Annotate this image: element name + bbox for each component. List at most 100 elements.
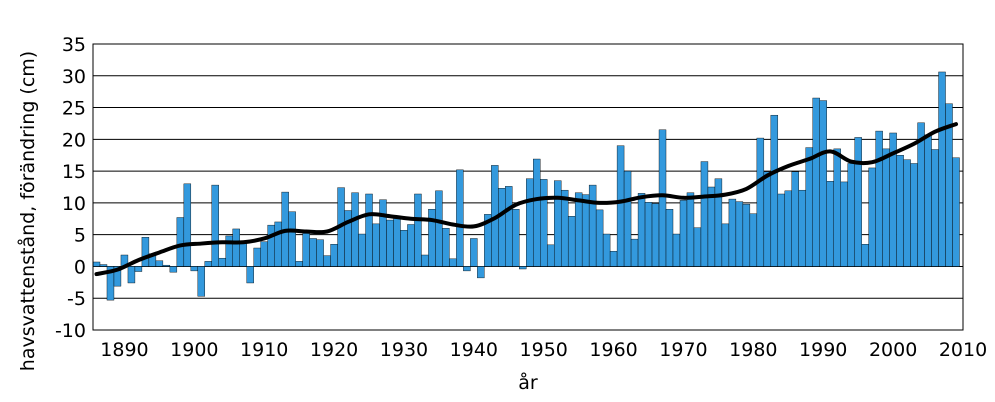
bar (554, 180, 562, 267)
bar (169, 266, 178, 273)
bar (791, 171, 799, 267)
y-tick-label: 20 (62, 129, 86, 151)
bar (833, 148, 841, 267)
bar (246, 266, 254, 284)
bar (407, 224, 415, 267)
bar (847, 163, 855, 267)
bar (274, 221, 282, 267)
bar (686, 192, 695, 267)
bar (435, 190, 443, 267)
bar (777, 193, 786, 267)
bar (463, 266, 471, 272)
bar (630, 238, 639, 267)
bar (826, 181, 834, 267)
x-axis-ticks: 1890 1900 1910 1920 1930 1940 1950 1960 1970 1980… (100, 339, 987, 361)
bar (526, 178, 534, 267)
bar (763, 171, 772, 267)
bar (239, 243, 247, 267)
y-axis-ticks: -10 -5 0 5 10 15 20 25 30 35 (55, 34, 86, 342)
bar (302, 233, 310, 267)
bar (854, 137, 862, 267)
bar (141, 237, 150, 267)
x-tick-label: 1910 (240, 339, 288, 361)
bar (414, 193, 422, 267)
y-tick-label: -10 (55, 320, 86, 342)
bar (449, 258, 457, 267)
x-tick-label: 1950 (520, 339, 568, 361)
bar (868, 167, 876, 267)
bar (386, 219, 394, 267)
bar (840, 181, 848, 267)
bar (938, 71, 946, 267)
bar (770, 114, 779, 267)
bar (581, 194, 590, 267)
bar (316, 239, 324, 267)
bar (679, 200, 688, 267)
bar (742, 203, 751, 267)
bar (651, 203, 660, 267)
x-tick-label: 1920 (310, 339, 358, 361)
bar (609, 250, 618, 267)
bar (379, 199, 387, 267)
x-tick-label: 1970 (659, 339, 707, 361)
trend-line (94, 122, 959, 277)
bar (162, 264, 171, 267)
bar (421, 254, 429, 267)
bar (644, 202, 653, 267)
bar (190, 266, 199, 272)
bar (574, 192, 583, 267)
bar (288, 211, 296, 267)
bar (672, 233, 681, 267)
bar (218, 257, 226, 267)
y-tick-label: 35 (62, 34, 86, 56)
bar (721, 223, 730, 267)
bar (134, 266, 143, 272)
x-axis-title: år (518, 371, 538, 394)
bar (99, 264, 108, 267)
bar (211, 184, 219, 267)
bar (560, 189, 569, 267)
y-tick-label: 25 (62, 98, 86, 120)
x-tick-label: 2000 (869, 339, 917, 361)
bar (183, 183, 192, 267)
y-tick-label: 30 (62, 66, 86, 88)
bar (735, 201, 744, 267)
bar (637, 193, 646, 267)
bar (805, 147, 813, 267)
bar (861, 243, 869, 267)
bar (442, 228, 450, 267)
bar (351, 192, 359, 267)
x-tick-label: 1890 (100, 339, 148, 361)
bar (456, 169, 464, 267)
bar (875, 130, 883, 267)
bar (714, 178, 723, 267)
bar (260, 241, 268, 267)
x-tick-label: 1980 (729, 339, 777, 361)
bar (113, 266, 122, 287)
bar (602, 233, 611, 267)
bar (903, 159, 911, 267)
x-tick-label: 1940 (450, 339, 498, 361)
bar (749, 213, 758, 267)
bar (155, 260, 164, 267)
bar (330, 243, 338, 267)
bar (595, 209, 604, 267)
x-tick-label: 2010 (939, 339, 987, 361)
bar (400, 230, 408, 267)
bar (372, 223, 380, 267)
bar (232, 228, 240, 267)
bar (798, 189, 806, 267)
bar-series (92, 71, 960, 301)
bar (616, 145, 625, 267)
x-tick-label: 1930 (380, 339, 428, 361)
bar (812, 97, 820, 267)
bar (498, 188, 506, 267)
bar (693, 227, 702, 267)
y-tick-label: -5 (67, 288, 86, 310)
bar (700, 161, 709, 267)
bar (127, 266, 136, 284)
bar (295, 261, 303, 267)
bar (819, 100, 827, 267)
bar (924, 134, 932, 267)
bar (92, 261, 101, 267)
